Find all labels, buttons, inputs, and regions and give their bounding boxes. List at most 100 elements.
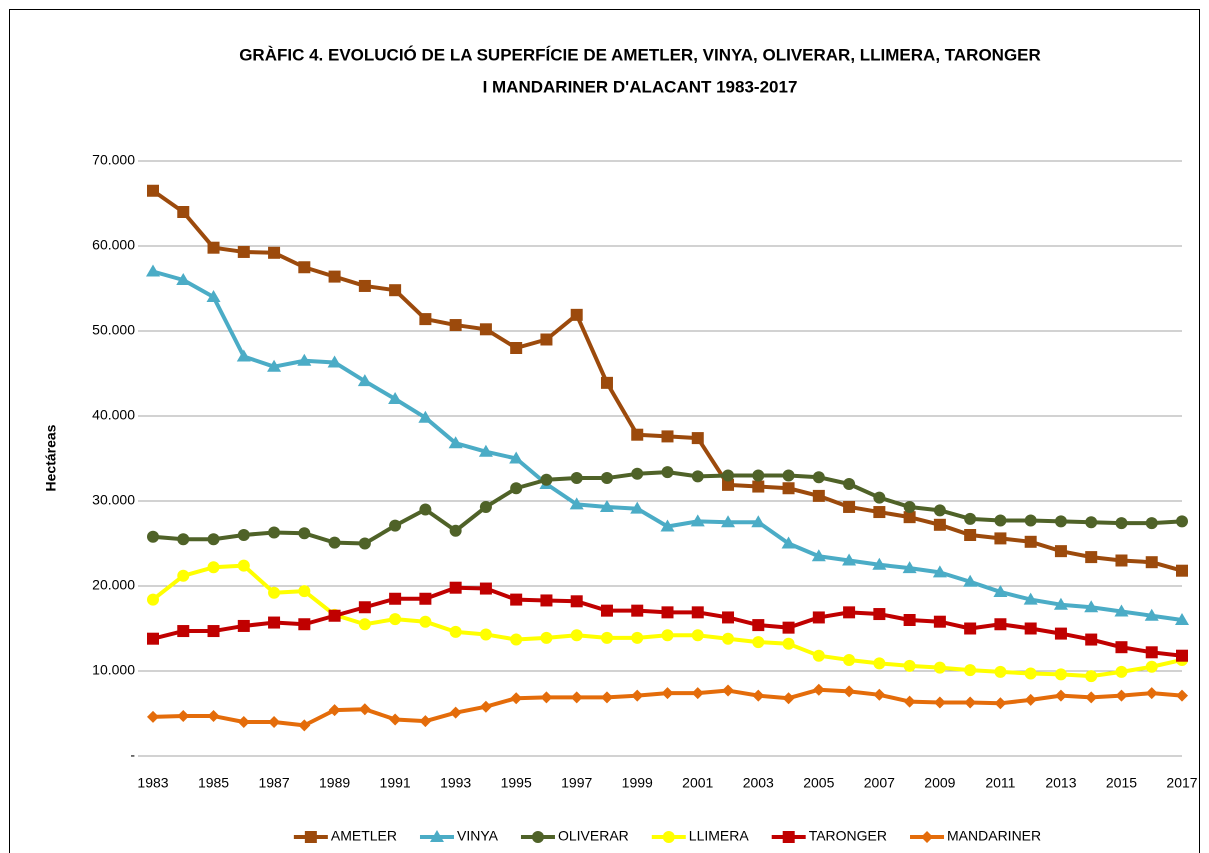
marker (389, 284, 402, 297)
marker (782, 482, 795, 495)
marker (1054, 545, 1067, 558)
marker (570, 691, 583, 704)
marker (1023, 592, 1038, 605)
marker (872, 557, 887, 570)
marker (964, 529, 977, 541)
legend-marker (531, 831, 544, 843)
marker (540, 333, 553, 346)
marker (1085, 691, 1098, 704)
marker (811, 549, 826, 562)
marker (510, 342, 523, 354)
legend-label: OLIVERAR (558, 828, 629, 844)
marker (1024, 667, 1037, 680)
marker (932, 565, 947, 578)
marker (661, 606, 674, 619)
marker (448, 436, 463, 449)
marker (1054, 515, 1067, 528)
marker (993, 584, 1008, 597)
marker (782, 637, 795, 650)
chart-title: GRÀFIC 4. EVOLUCIÓ DE LA SUPERFÍCIE DE A… (239, 45, 1041, 64)
marker (661, 687, 674, 700)
marker (782, 621, 795, 634)
marker (540, 691, 553, 704)
marker (449, 581, 462, 594)
marker (964, 622, 977, 635)
marker (752, 636, 765, 649)
marker (843, 478, 856, 490)
marker (964, 696, 977, 709)
marker (207, 533, 220, 546)
marker (358, 601, 371, 614)
marker (510, 692, 523, 705)
marker (933, 696, 946, 709)
marker (812, 471, 825, 484)
marker (873, 688, 886, 701)
x-tick-label: 2011 (985, 775, 1015, 791)
marker (1085, 670, 1098, 683)
marker (147, 530, 159, 543)
marker (327, 355, 342, 368)
marker (843, 685, 856, 698)
marker (812, 683, 825, 696)
marker (1176, 564, 1188, 577)
marker (177, 533, 190, 546)
marker (177, 569, 190, 582)
y-tick-label: 60.000 (92, 237, 135, 253)
x-tick-label: 2013 (1045, 775, 1076, 791)
marker (298, 261, 311, 274)
marker (268, 586, 281, 599)
marker (781, 536, 796, 549)
series (147, 683, 1188, 732)
marker (237, 559, 250, 572)
marker (570, 308, 583, 321)
marker (752, 619, 765, 632)
marker (267, 359, 282, 372)
marker (722, 611, 735, 624)
marker (1115, 517, 1128, 530)
marker (752, 689, 765, 702)
marker (691, 470, 704, 483)
x-tick-label: 1999 (622, 775, 653, 791)
marker (389, 592, 402, 605)
marker (207, 625, 220, 638)
marker (933, 518, 946, 531)
marker (782, 469, 795, 482)
marker (177, 625, 190, 638)
marker (147, 632, 159, 645)
marker (1176, 649, 1188, 662)
marker (1115, 641, 1128, 654)
marker (1145, 556, 1158, 569)
marker (600, 604, 613, 617)
marker (510, 593, 523, 606)
marker (509, 451, 524, 464)
marker (1054, 668, 1067, 681)
x-tick-label: 1993 (440, 775, 471, 791)
x-tick-label: 1989 (319, 775, 350, 791)
y-axis-label: Hectáreas (43, 424, 59, 491)
legend-label: VINYA (457, 828, 499, 844)
marker (298, 585, 311, 598)
marker (419, 503, 432, 516)
marker (236, 349, 251, 362)
marker (328, 536, 341, 549)
marker (418, 410, 433, 423)
marker (1085, 633, 1098, 646)
marker (479, 323, 492, 336)
marker (842, 553, 857, 566)
marker (691, 432, 704, 445)
marker (722, 478, 735, 491)
legend-marker (304, 831, 317, 843)
marker (358, 537, 371, 550)
marker (631, 467, 644, 480)
marker (873, 491, 886, 504)
x-tick-label: 1983 (137, 775, 168, 791)
marker (388, 392, 403, 404)
marker (268, 246, 281, 259)
marker (994, 532, 1007, 545)
x-tick-label: 2003 (743, 775, 774, 791)
marker (660, 519, 675, 532)
marker (207, 561, 220, 574)
marker (328, 704, 341, 717)
legend-marker (429, 830, 444, 842)
marker (691, 606, 704, 619)
